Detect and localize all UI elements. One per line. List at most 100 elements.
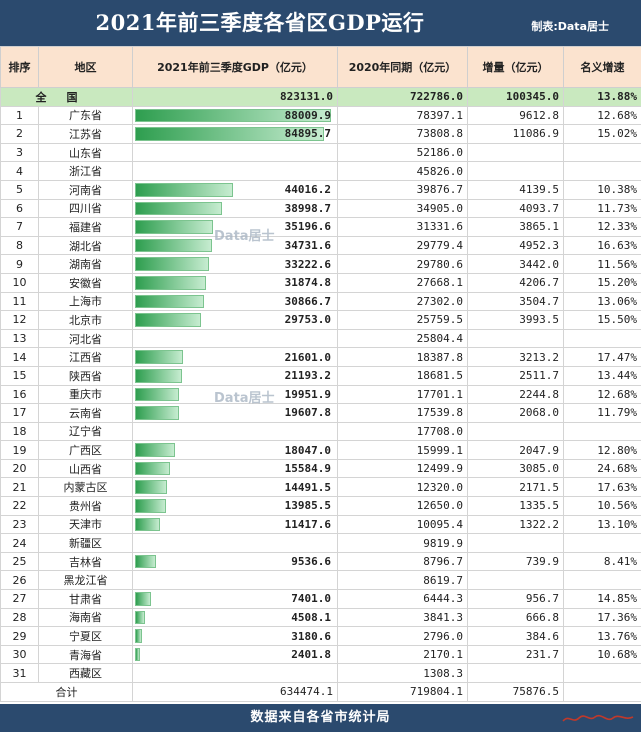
region-cell: 陕西省 <box>38 365 133 386</box>
gdp-bar <box>135 220 213 234</box>
rank-cell: 11 <box>0 291 39 312</box>
table-row: 23 天津市 11417.6 10095.4 1322.2 13.10% <box>0 514 641 535</box>
growth-cell: 12.68% <box>563 105 641 126</box>
growth-cell: 24.68% <box>563 458 641 479</box>
gdp-2021-cell: 9536.6 <box>132 551 338 572</box>
rank-cell: 16 <box>0 384 39 405</box>
gdp-2021-cell: 13985.5 <box>132 496 338 516</box>
gdp-bar <box>135 201 222 216</box>
gdp-2020-cell: 31331.6 <box>337 217 468 237</box>
increase-cell <box>467 663 564 683</box>
gdp-bar <box>135 592 151 606</box>
region-cell: 宁夏区 <box>38 626 133 646</box>
gdp-2020-cell: 78397.1 <box>337 105 468 126</box>
region-cell: 上海市 <box>38 291 133 312</box>
gdp-2021-cell <box>132 570 338 591</box>
growth-cell: 13.76% <box>563 626 641 646</box>
gdp-2020-cell: 8619.7 <box>337 570 468 591</box>
gdp-2020-cell: 34905.0 <box>337 198 468 219</box>
col-header-increase: 增量（亿元） <box>467 46 564 88</box>
region-cell: 河北省 <box>38 328 133 349</box>
col-header-rank: 排序 <box>0 46 39 88</box>
gdp-2021-cell: 3180.6 <box>132 626 338 646</box>
gdp-2021-cell <box>132 421 338 442</box>
gdp-bar <box>135 480 167 495</box>
gdp-2021-cell: 38998.7 <box>132 198 338 219</box>
rank-cell: 5 <box>0 179 39 200</box>
rank-cell: 28 <box>0 607 39 628</box>
growth-cell <box>563 161 641 181</box>
gdp-2020-cell: 17539.8 <box>337 403 468 423</box>
growth-cell: 13.06% <box>563 291 641 312</box>
gdp-2021-cell <box>132 328 338 349</box>
region-cell: 安徽省 <box>38 272 133 293</box>
increase-cell: 3865.1 <box>467 217 564 237</box>
region-cell: 辽宁省 <box>38 421 133 442</box>
growth-cell: 10.56% <box>563 496 641 516</box>
table-row: 10 安徽省 31874.8 27668.1 4206.7 15.20% <box>0 272 641 293</box>
gdp-bar <box>135 610 145 625</box>
growth-cell: 11.79% <box>563 403 641 423</box>
region-cell: 四川省 <box>38 198 133 219</box>
national-gdp-2020: 722786.0 <box>337 87 468 107</box>
total-row: 合计 634474.1 719804.1 75876.5 <box>0 682 641 702</box>
gdp-2021-cell <box>132 663 338 683</box>
increase-cell: 2511.7 <box>467 365 564 386</box>
growth-cell: 12.33% <box>563 217 641 237</box>
national-label: 全国 <box>0 87 133 107</box>
gdp-2021-value: 21193.2 <box>284 369 331 383</box>
region-cell: 海南省 <box>38 607 133 628</box>
growth-cell: 11.73% <box>563 198 641 219</box>
rank-cell: 1 <box>0 105 39 126</box>
gdp-2020-cell: 27668.1 <box>337 272 468 293</box>
gdp-2021-cell: 7401.0 <box>132 589 338 609</box>
gdp-2020-cell: 29779.4 <box>337 235 468 256</box>
increase-cell <box>467 533 564 553</box>
gdp-2021-value: 18047.0 <box>284 443 331 457</box>
gdp-2020-cell: 9819.9 <box>337 533 468 553</box>
footer-source: 数据来自各省市统计局 <box>0 704 641 732</box>
gdp-2021-value: 30866.7 <box>284 294 331 308</box>
increase-cell: 2047.9 <box>467 440 564 460</box>
region-cell: 河南省 <box>38 179 133 200</box>
rank-cell: 12 <box>0 310 39 330</box>
table-row: 27 甘肃省 7401.0 6444.3 956.7 14.85% <box>0 589 641 609</box>
table-row: 14 江西省 21601.0 18387.8 3213.2 17.47% <box>0 347 641 367</box>
gdp-2021-value: 44016.2 <box>284 183 331 197</box>
rank-cell: 23 <box>0 514 39 535</box>
increase-cell: 3085.0 <box>467 458 564 479</box>
increase-cell: 1335.5 <box>467 496 564 516</box>
total-increase: 75876.5 <box>467 682 564 702</box>
increase-cell: 2171.5 <box>467 477 564 498</box>
gdp-2020-cell: 39876.7 <box>337 179 468 200</box>
gdp-2021-cell: 14491.5 <box>132 477 338 498</box>
gdp-2021-cell: 31874.8 <box>132 272 338 293</box>
gdp-2021-value: 11417.6 <box>284 517 331 531</box>
region-cell: 福建省 <box>38 217 133 237</box>
gdp-2021-cell <box>132 161 338 181</box>
gdp-bar <box>135 127 324 141</box>
gdp-bar <box>135 275 206 290</box>
region-cell: 广东省 <box>38 105 133 126</box>
col-header-gdp-2020: 2020年同期（亿元） <box>337 46 468 88</box>
region-cell: 重庆市 <box>38 384 133 405</box>
gdp-bar <box>135 647 140 662</box>
region-cell: 江苏省 <box>38 124 133 144</box>
credit-label: 制表:Data居士 <box>531 20 609 33</box>
col-header-growth: 名义增速 <box>563 46 641 88</box>
gdp-2020-cell: 25759.5 <box>337 310 468 330</box>
gdp-bar <box>135 517 160 532</box>
signature-scribble-icon <box>562 714 634 722</box>
rank-cell: 9 <box>0 254 39 274</box>
region-cell: 甘肃省 <box>38 589 133 609</box>
increase-cell: 739.9 <box>467 551 564 572</box>
increase-cell: 9612.8 <box>467 105 564 126</box>
table-row: 7 福建省 35196.6 31331.6 3865.1 12.33% <box>0 217 641 237</box>
gdp-2020-cell: 12499.9 <box>337 458 468 479</box>
region-cell: 江西省 <box>38 347 133 367</box>
table-row: 31 西藏区 1308.3 <box>0 663 641 683</box>
gdp-bar <box>135 629 142 643</box>
increase-cell <box>467 328 564 349</box>
rank-cell: 20 <box>0 458 39 479</box>
